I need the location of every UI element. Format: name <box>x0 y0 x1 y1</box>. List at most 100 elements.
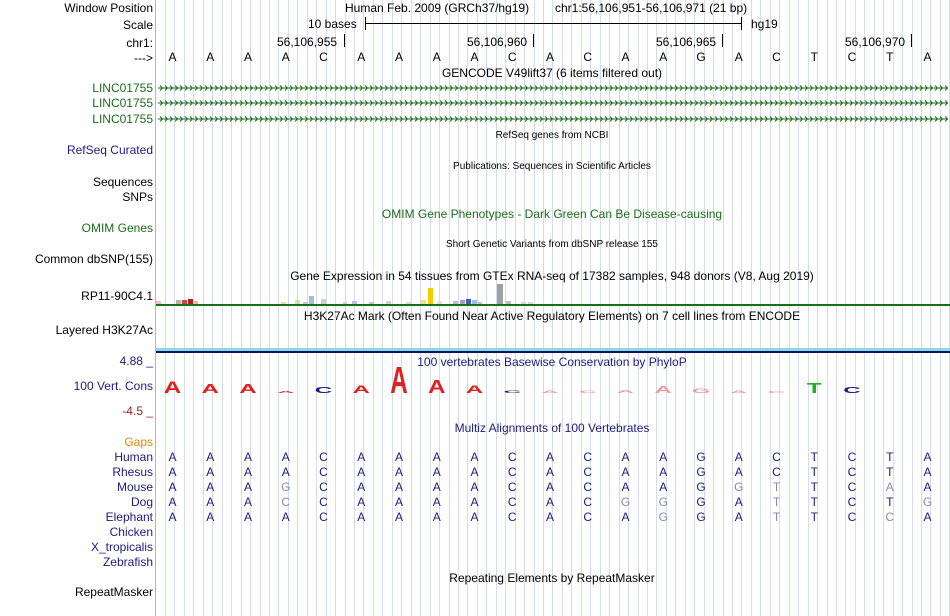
grid-line <box>571 0 573 616</box>
species-label-chicken[interactable]: Chicken <box>109 525 153 539</box>
gene-label-linc01755[interactable]: LINC01755 <box>92 81 153 95</box>
chromosome-label: chr1: <box>126 36 153 50</box>
omim-track-title[interactable]: OMIM Gene Phenotypes - Dark Green Can Be… <box>381 207 723 221</box>
grid-line <box>297 0 299 616</box>
alignment-base: A <box>470 480 479 494</box>
grid-line <box>250 0 252 616</box>
alignment-base: C <box>319 465 328 479</box>
alignment-base: A <box>734 465 743 479</box>
gtex-bar <box>506 301 511 304</box>
h3k27ac-signal-navy <box>156 351 950 353</box>
grid-line <box>741 0 743 616</box>
scale-assembly: hg19 <box>751 17 778 31</box>
alignment-base: A <box>281 465 290 479</box>
alignment-base: A <box>394 495 403 509</box>
alignment-base: A <box>432 510 441 524</box>
grid-line <box>675 0 677 616</box>
alignment-base: A <box>243 465 252 479</box>
reference-base: A <box>394 50 403 64</box>
reference-base: C <box>319 50 328 64</box>
omim-genes-label[interactable]: OMIM Genes <box>81 221 153 235</box>
alignment-base: A <box>545 465 554 479</box>
alignment-base: T <box>772 510 781 524</box>
snps-label[interactable]: SNPs <box>122 190 153 204</box>
alignment-base: C <box>847 465 857 479</box>
species-label-mouse[interactable]: Mouse <box>116 480 153 494</box>
grid-line <box>722 0 724 616</box>
alignment-base: G <box>696 450 706 464</box>
alignment-base: G <box>696 480 706 494</box>
grid-line <box>543 0 544 616</box>
grid-line <box>798 0 800 616</box>
species-label-human[interactable]: Human <box>114 450 153 464</box>
alignment-base: A <box>885 480 894 494</box>
publications-track-title[interactable]: Publications: Sequences in Scientific Ar… <box>453 161 651 172</box>
strand-label: ---> <box>134 51 153 65</box>
gencode-track-title[interactable]: GENCODE V49lift37 (6 items filtered out) <box>441 66 663 80</box>
multiz-track-title[interactable]: Multiz Alignments of 100 Vertebrates <box>454 421 650 435</box>
grid-line <box>590 0 592 616</box>
alignment-base: A <box>206 510 215 524</box>
reference-base: A <box>432 50 441 64</box>
alignment-base: A <box>734 450 743 464</box>
grid-line <box>344 0 346 616</box>
conservation-label[interactable]: 100 Vert. Cons <box>73 379 153 393</box>
gtex-gene-label[interactable]: RP11-90C4.1 <box>81 289 153 303</box>
species-label-x_tropicalis[interactable]: X_tropicalis <box>90 540 153 554</box>
gtex-expression-bars[interactable] <box>156 282 950 306</box>
alignment-base: A <box>432 465 441 479</box>
species-label-zebrafish[interactable]: Zebrafish <box>102 555 153 569</box>
alignment-base: C <box>319 495 328 509</box>
alignment-base: C <box>847 450 857 464</box>
h3k27ac-label[interactable]: Layered H3K27Ac <box>55 323 153 337</box>
grid-line <box>750 0 752 616</box>
conservation-glyph: A <box>353 383 371 396</box>
h3k27ac-track-title[interactable]: H3K27Ac Mark (Often Found Near Active Re… <box>303 309 801 323</box>
repeatmasker-track-title[interactable]: Repeating Elements by RepeatMasker <box>449 571 655 585</box>
sequences-label[interactable]: Sequences <box>92 175 153 189</box>
alignment-base: A <box>432 450 441 464</box>
alignment-base: C <box>772 450 781 464</box>
gaps-label[interactable]: Gaps <box>124 435 153 449</box>
grid-line <box>316 0 318 616</box>
gene-label-linc01755[interactable]: LINC01755 <box>92 112 153 126</box>
grid-line <box>845 0 847 616</box>
alignment-base: A <box>394 465 403 479</box>
refseq-track-title[interactable]: RefSeq genes from NCBI <box>495 130 609 141</box>
dbsnp-label[interactable]: Common dbSNP(155) <box>34 252 153 266</box>
species-label-elephant[interactable]: Elephant <box>105 510 153 524</box>
gtex-track-title[interactable]: Gene Expression in 54 tissues from GTEx … <box>290 269 814 283</box>
alignment-base: C <box>281 495 291 509</box>
dbsnp-track-title[interactable]: Short Genetic Variants from dbSNP releas… <box>446 239 658 250</box>
gtex-bar <box>497 284 503 304</box>
grid-line <box>363 0 365 616</box>
grid-line <box>732 0 733 616</box>
grid-line <box>193 0 195 616</box>
repeatmasker-label[interactable]: RepeatMasker <box>74 585 153 599</box>
grid-line <box>552 0 554 616</box>
coordinate-label: 56,106,960 <box>467 35 528 49</box>
alignment-base: A <box>168 510 177 524</box>
h3k27ac-signal-cyan <box>156 348 950 351</box>
grid-line <box>410 0 412 616</box>
alignment-base: G <box>696 495 706 509</box>
gene-feature-linc01755[interactable] <box>158 99 948 107</box>
species-label-dog[interactable]: Dog <box>130 495 153 509</box>
conservation-track-title[interactable]: 100 vertebrates Basewise Conservation by… <box>417 355 687 369</box>
refseq-curated-label[interactable]: RefSeq Curated <box>66 143 153 157</box>
reference-base: A <box>621 50 630 64</box>
gtex-bar <box>303 302 308 304</box>
grid-line <box>939 0 941 616</box>
grid-line <box>268 0 270 616</box>
gene-feature-linc01755[interactable] <box>158 115 948 123</box>
alignment-base: G <box>922 495 933 509</box>
coordinate-tick <box>344 34 345 47</box>
reference-base: T <box>886 50 894 64</box>
gene-label-linc01755[interactable]: LINC01755 <box>92 96 153 110</box>
alignment-base: G <box>658 495 668 509</box>
species-label-rhesus[interactable]: Rhesus <box>112 465 153 479</box>
grid-line <box>486 0 488 616</box>
gene-feature-linc01755[interactable] <box>158 84 948 92</box>
grid-line <box>382 0 384 616</box>
